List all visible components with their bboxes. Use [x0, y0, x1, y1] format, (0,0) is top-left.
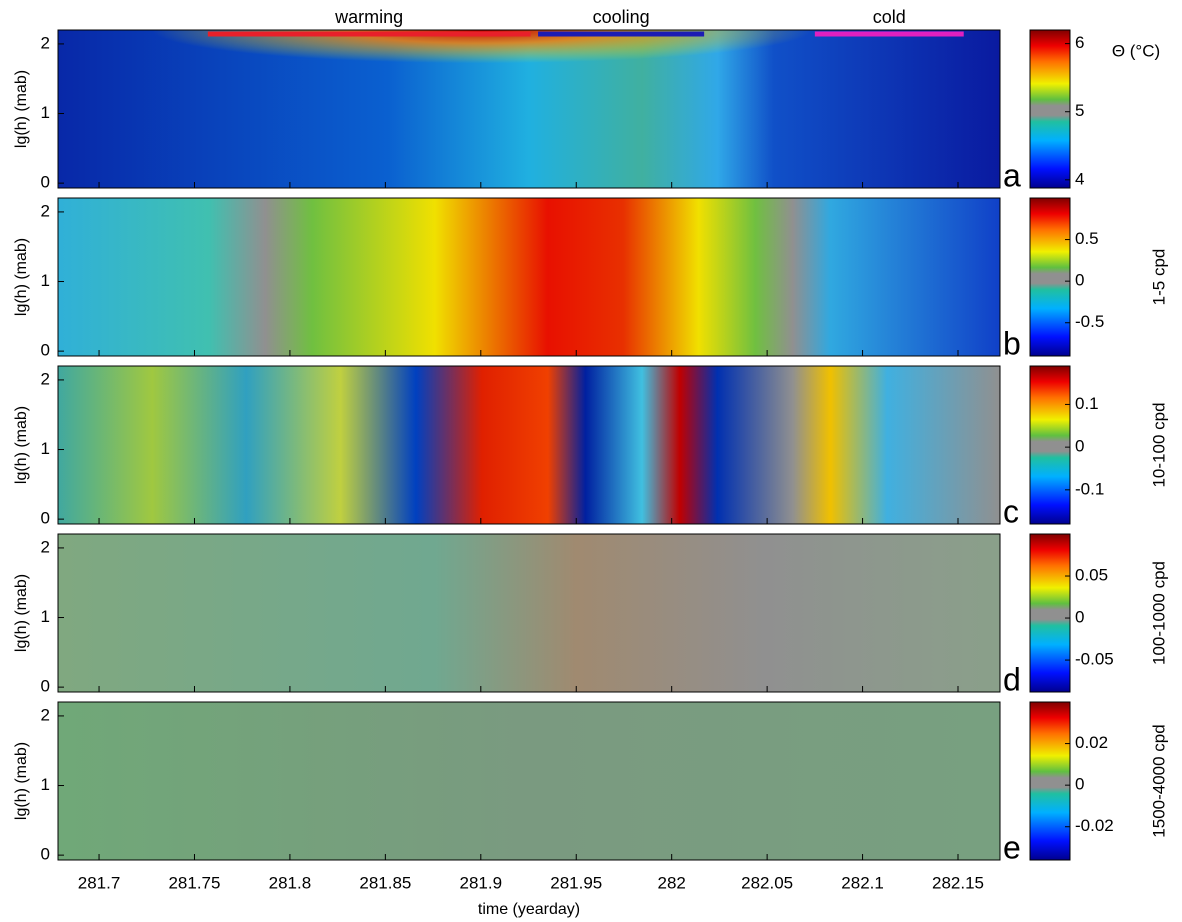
colorbar-tick-label: 0.02 [1075, 733, 1108, 752]
colorbar-label: 10-100 cpd [1149, 402, 1168, 487]
colorbar-tick-label: -0.02 [1075, 816, 1114, 835]
y-tick-label: 0 [41, 509, 50, 528]
period-label: cooling [593, 7, 650, 27]
colorbar-label: 100-1000 cpd [1149, 561, 1168, 665]
y-tick-label: 2 [41, 33, 50, 52]
x-tick-label: 281.85 [359, 873, 411, 892]
colorbar-tick-label: 4 [1075, 169, 1084, 188]
figure: 0 1 2 lg(h) (mab) a 4 5 6 Θ (°C) warming cooling co… [0, 0, 1182, 922]
colorbar-tick-label: 0.1 [1075, 394, 1099, 413]
y-tick-label: 1 [41, 439, 50, 458]
colorbar [1030, 30, 1070, 188]
colorbar-tick-label: -0.1 [1075, 479, 1104, 498]
x-axis-label: time (yearday) [478, 901, 580, 918]
period-label: cold [873, 7, 906, 27]
colorbar-tick-label: 0 [1075, 775, 1084, 794]
x-tick-label: 281.7 [78, 873, 121, 892]
y-axis-label: lg(h) (mab) [13, 406, 30, 484]
y-axis-label: lg(h) (mab) [13, 742, 30, 820]
colorbar-label: Θ (°C) [1112, 41, 1160, 60]
colorbar-tick-label: 0.05 [1075, 566, 1108, 585]
y-tick-label: 2 [41, 201, 50, 220]
x-tick-label: 282 [657, 873, 685, 892]
colorbar-label: 1500-4000 cpd [1149, 724, 1168, 837]
y-tick-label: 1 [41, 271, 50, 290]
x-tick-label: 281.8 [269, 873, 312, 892]
x-tick-label: 281.9 [460, 873, 503, 892]
panel-label: d [1003, 661, 1021, 697]
x-tick-label: 282.15 [932, 873, 984, 892]
panel-label: a [1003, 157, 1021, 193]
heatmap [58, 366, 1000, 524]
y-tick-label: 2 [41, 369, 50, 388]
y-axis-label: lg(h) (mab) [13, 574, 30, 652]
heatmap [58, 198, 1000, 356]
colorbar [1030, 366, 1070, 524]
x-tick-label: 281.75 [168, 873, 220, 892]
colorbar [1030, 534, 1070, 692]
heatmap-warm-core [58, 30, 1000, 125]
colorbar [1030, 702, 1070, 860]
panel-label: c [1003, 493, 1019, 529]
colorbar-tick-label: 0 [1075, 271, 1084, 290]
x-tick-label: 282.05 [741, 873, 793, 892]
y-tick-label: 0 [41, 341, 50, 360]
y-tick-label: 0 [41, 677, 50, 696]
y-axis-label: lg(h) (mab) [13, 238, 30, 316]
y-tick-label: 2 [41, 705, 50, 724]
x-tick-label: 282.1 [841, 873, 884, 892]
panel-label: b [1003, 325, 1021, 361]
colorbar-tick-label: 0 [1075, 608, 1084, 627]
colorbar-tick-label: 0 [1075, 437, 1084, 456]
colorbar-tick-label: 6 [1075, 33, 1084, 52]
y-tick-label: 2 [41, 537, 50, 556]
y-axis-label: lg(h) (mab) [13, 70, 30, 148]
y-tick-label: 0 [41, 845, 50, 864]
period-label: warming [334, 7, 403, 27]
colorbar-tick-label: -0.5 [1075, 312, 1104, 331]
x-tick-label: 281.95 [550, 873, 602, 892]
y-tick-label: 1 [41, 607, 50, 626]
heatmap [58, 702, 1000, 860]
panels: 0 1 2 lg(h) (mab) a 4 5 6 Θ (°C) warming cooling co… [13, 7, 1168, 918]
colorbar-tick-label: 5 [1075, 101, 1084, 120]
panel-label: e [1003, 829, 1021, 865]
heatmap [58, 534, 1000, 692]
colorbar-tick-label: -0.05 [1075, 650, 1114, 669]
colorbar-label: 1-5 cpd [1149, 249, 1168, 306]
colorbar-tick-label: 0.5 [1075, 229, 1099, 248]
y-tick-label: 1 [41, 775, 50, 794]
y-tick-label: 1 [41, 103, 50, 122]
colorbar [1030, 198, 1070, 356]
y-tick-label: 0 [41, 173, 50, 192]
